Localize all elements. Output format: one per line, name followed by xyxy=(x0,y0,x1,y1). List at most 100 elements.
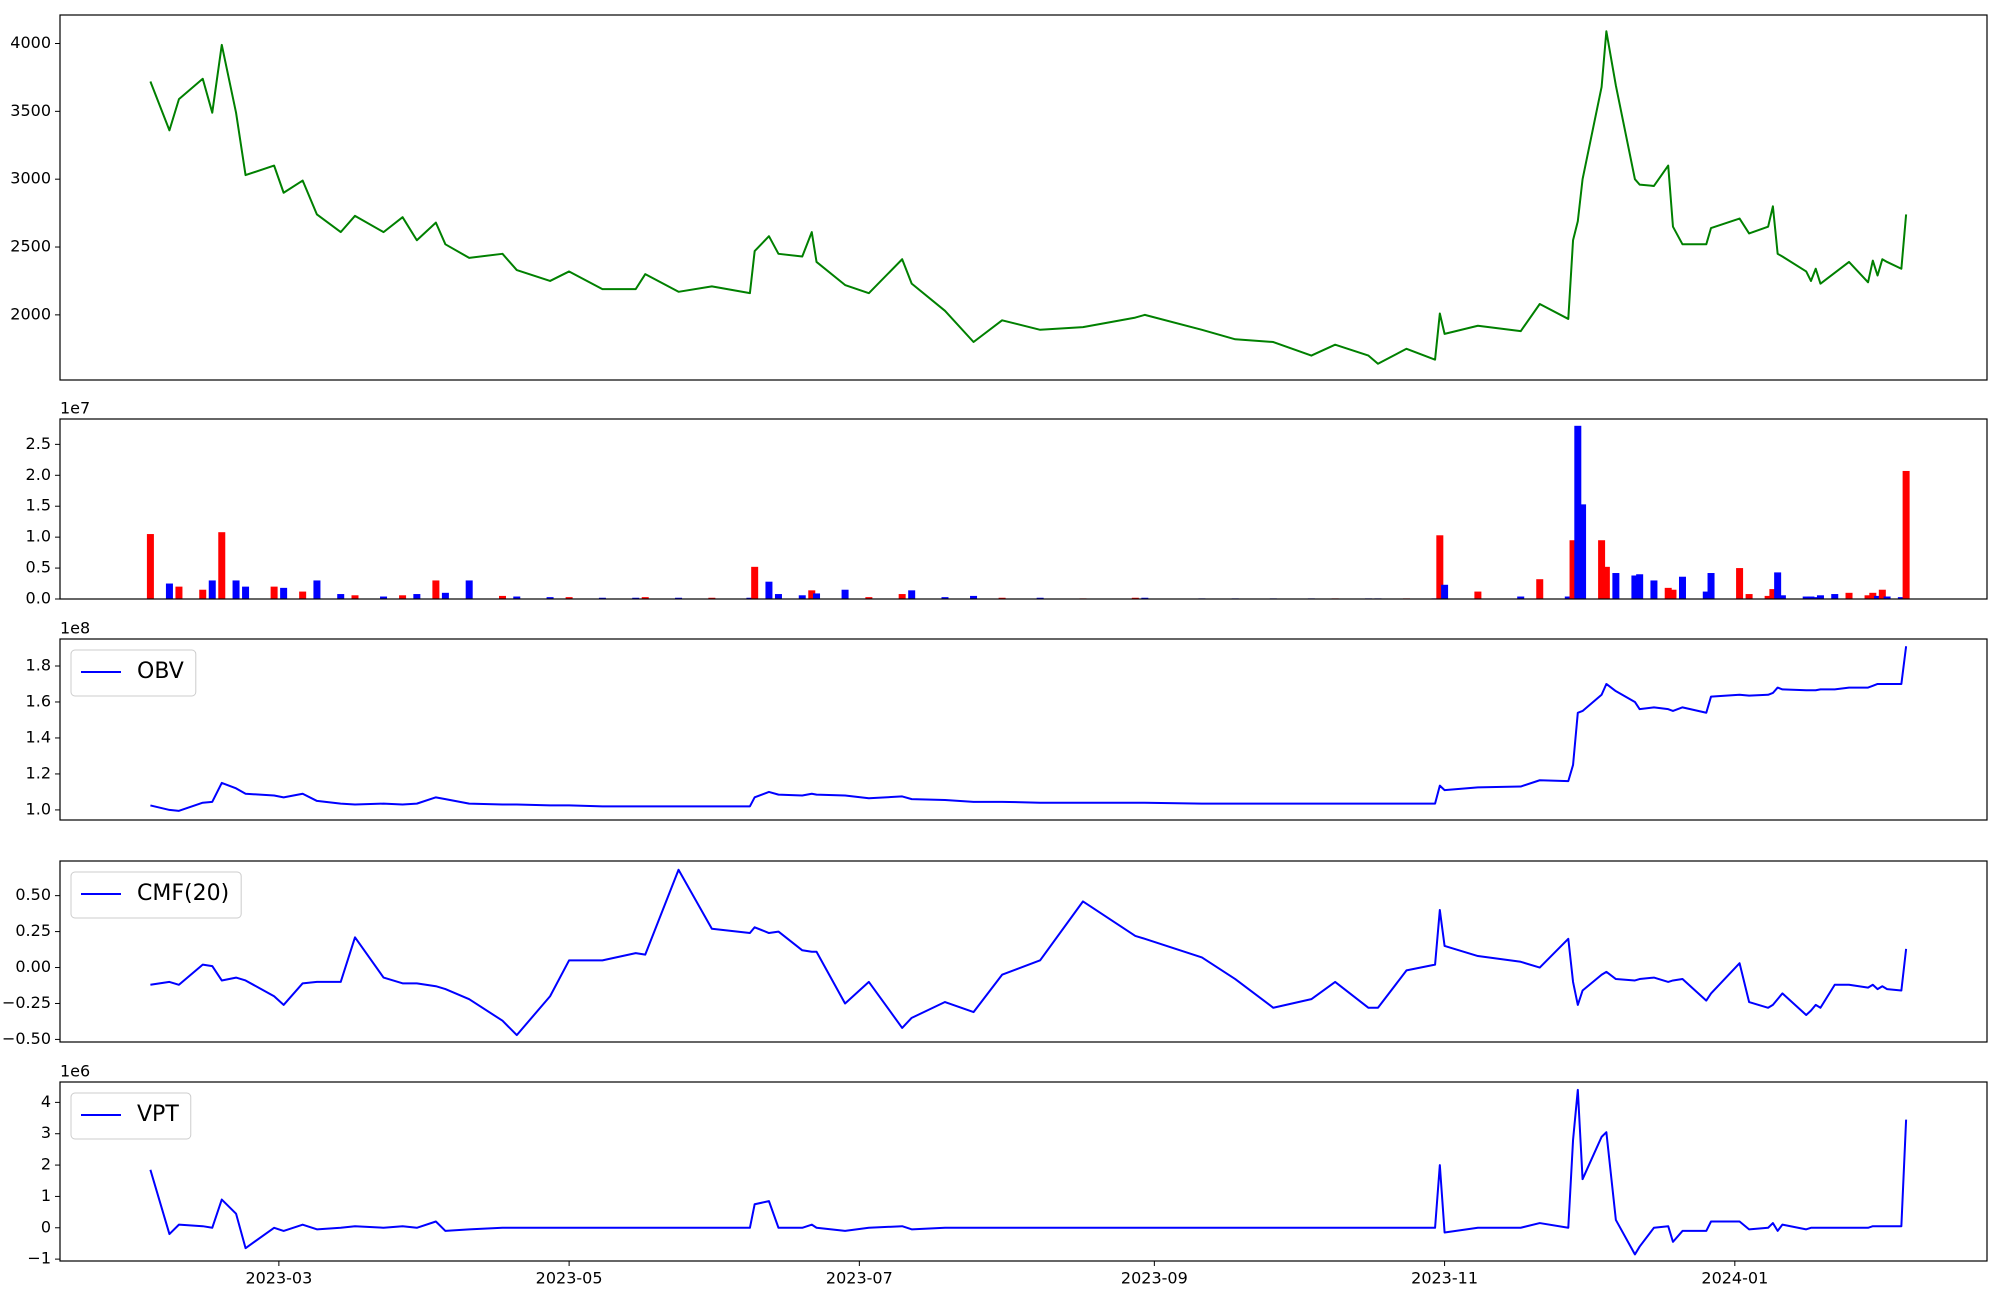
volume-bar xyxy=(1564,596,1572,599)
volume-bar xyxy=(1536,579,1544,599)
volume-bar xyxy=(1812,597,1820,599)
volume-bar xyxy=(808,590,816,599)
volume-bar xyxy=(399,595,407,599)
volume-bar xyxy=(313,580,321,599)
panel: −0.50 −0.25 0.00 0.25 0.50 CMF(20) xyxy=(2,860,1988,1048)
volume-bar xyxy=(746,597,754,599)
volume-bar xyxy=(1745,594,1753,599)
volume-bar xyxy=(1669,589,1677,599)
y-tick-label: 1.6 xyxy=(26,691,51,710)
plot-area xyxy=(150,646,1908,812)
legend: OBV xyxy=(70,649,197,697)
volume-bar xyxy=(1474,591,1482,599)
volume-bar xyxy=(908,590,916,599)
volume-bar xyxy=(1664,587,1672,599)
y-tick-label: −0.50 xyxy=(2,1029,51,1048)
volume-bar xyxy=(1131,597,1139,599)
volume-bar xyxy=(1598,540,1606,599)
y-tick-label: 3 xyxy=(41,1123,51,1142)
volume-bar xyxy=(1883,596,1891,599)
y-tick-label: 4000 xyxy=(10,33,51,52)
volume-bar xyxy=(641,597,649,599)
volume-bar xyxy=(708,597,716,599)
legend-label: CMF(20) xyxy=(137,881,229,906)
y-tick-label: 0.25 xyxy=(15,921,51,940)
volume-bar xyxy=(146,534,154,599)
volume-bar xyxy=(1517,596,1525,599)
y-tick-label: 3500 xyxy=(10,101,51,120)
volume-bar xyxy=(751,566,759,599)
axes-frame xyxy=(59,418,1988,600)
legend: VPT xyxy=(70,1092,192,1140)
volume-bar xyxy=(413,594,421,599)
volume-bar xyxy=(380,596,388,599)
x-tick-label: 2023-09 xyxy=(1121,1269,1188,1288)
volume-bar xyxy=(1636,574,1644,599)
volume-bar xyxy=(1831,594,1839,599)
y-tick-label: 2 xyxy=(41,1155,51,1174)
axes-frame xyxy=(59,14,1988,381)
volume-bar xyxy=(1702,591,1710,599)
y-tick-label: −1 xyxy=(27,1249,51,1268)
volume-bar xyxy=(280,587,288,599)
y-tick-label: 4 xyxy=(41,1092,51,1111)
axes-frame xyxy=(59,860,1988,1043)
axes-frame xyxy=(59,638,1988,821)
panel: 1.0 1.2 1.4 1.6 1.8 1e8 OBV xyxy=(26,619,1988,821)
volume-bar xyxy=(1807,596,1815,599)
y-tick-label: 1.4 xyxy=(26,727,51,746)
volume-bar xyxy=(798,595,806,599)
volume-bar xyxy=(1650,580,1658,599)
volume-bar xyxy=(208,580,216,599)
panel: 2000 2500 3000 3500 4000 xyxy=(10,14,1988,381)
volume-bar xyxy=(218,532,226,599)
volume-bar xyxy=(432,580,440,599)
y-tick-label: 0.00 xyxy=(15,957,51,976)
y-tick-label: 1.0 xyxy=(26,527,51,546)
x-tick-label: 2024-01 xyxy=(1701,1269,1768,1288)
volume-bar xyxy=(632,597,640,599)
volume-bar xyxy=(546,597,554,599)
volume-bar xyxy=(898,594,906,599)
volume-bar xyxy=(1902,470,1910,599)
volume-bar xyxy=(970,595,978,599)
legend-box xyxy=(70,871,242,919)
volume-bar xyxy=(998,597,1006,599)
y-tick-label: −0.25 xyxy=(2,993,51,1012)
axis-offset-label: 1e6 xyxy=(60,1062,90,1081)
axis-offset-label: 1e7 xyxy=(60,399,90,418)
volume-bar xyxy=(1864,595,1872,599)
volume-bar xyxy=(865,597,873,599)
y-tick-label: 2000 xyxy=(10,304,51,323)
plot-area xyxy=(149,1088,1908,1256)
volume-bar xyxy=(774,594,782,599)
volume-bar xyxy=(498,595,506,599)
volume-bar xyxy=(1869,592,1877,599)
volume-bar xyxy=(1602,566,1610,599)
volume-bar xyxy=(765,581,773,599)
volume-bar xyxy=(813,593,821,599)
axes-frame xyxy=(59,1081,1988,1262)
volume-bar xyxy=(1612,573,1620,599)
y-tick-label: 1.8 xyxy=(26,655,51,674)
y-tick-label: 1.5 xyxy=(26,496,51,515)
volume-bar xyxy=(299,591,307,599)
volume-bar xyxy=(598,597,606,599)
volume-bar xyxy=(465,580,473,599)
volume-bar xyxy=(513,596,521,599)
volume-bar xyxy=(1631,575,1639,599)
volume-bar xyxy=(1802,596,1810,599)
volume-bar xyxy=(941,597,949,599)
volume-bar xyxy=(1436,535,1444,599)
series-line xyxy=(150,646,1908,812)
axis-offset-label: 1e8 xyxy=(60,619,90,638)
series-line xyxy=(149,30,1908,365)
volume-bar xyxy=(1707,573,1715,599)
volume-bar xyxy=(675,597,683,599)
y-tick-label: 1.2 xyxy=(26,763,51,782)
y-tick-label: 3000 xyxy=(10,169,51,188)
volume-bar xyxy=(337,594,345,599)
y-tick-label: 2.5 xyxy=(26,434,51,453)
volume-bar xyxy=(1874,595,1882,599)
